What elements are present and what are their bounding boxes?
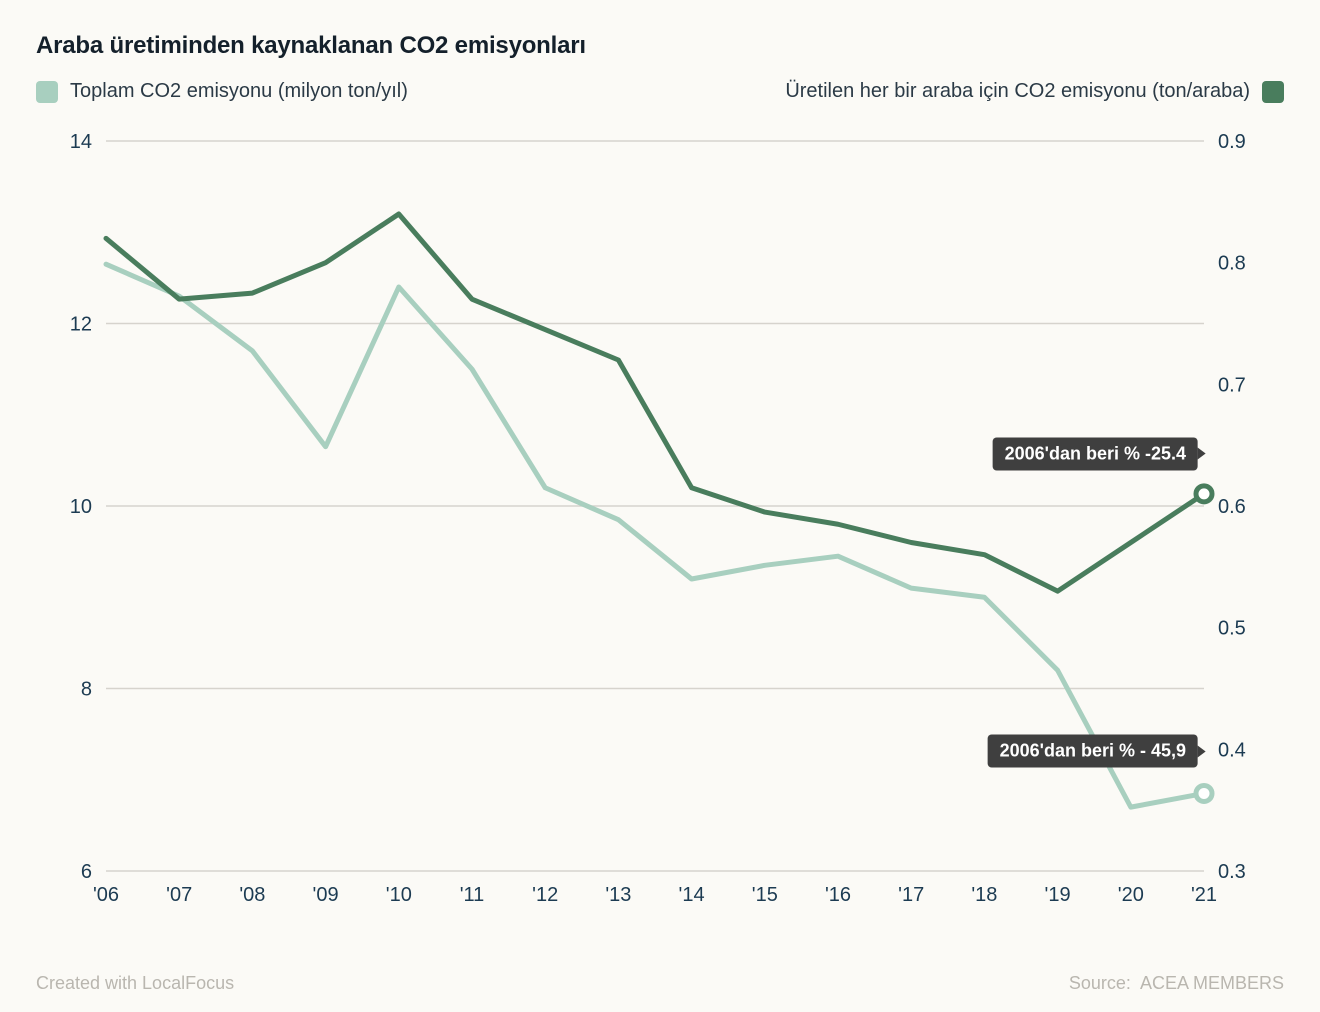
- y-right-tick-label: 0.5: [1218, 618, 1246, 640]
- legend-item-right: Üretilen her bir araba için CO2 emisyonu…: [785, 80, 1284, 103]
- x-tick-label: '06: [93, 884, 119, 906]
- x-tick-label: '12: [532, 884, 558, 906]
- legend-label-left: Toplam CO2 emisyonu (milyon ton/yıl): [70, 80, 408, 103]
- footer-left: Created with LocalFocus: [36, 973, 234, 994]
- legend-swatch-right: [1262, 81, 1284, 103]
- series-per_car: [106, 214, 1204, 591]
- x-tick-label: '20: [1118, 884, 1144, 906]
- x-tick-label: '16: [825, 884, 851, 906]
- y-right-tick-label: 0.4: [1218, 739, 1246, 761]
- footer: Created with LocalFocus Source: ACEA MEM…: [36, 973, 1284, 994]
- x-tick-label: '07: [166, 884, 192, 906]
- annotation-per_car: 2006'dan beri % -25.4: [993, 437, 1198, 470]
- annotation-total: 2006'dan beri % - 45,9: [988, 735, 1198, 768]
- x-tick-label: '15: [752, 884, 778, 906]
- y-left-tick-label: 6: [81, 861, 92, 883]
- y-left-tick-label: 14: [70, 131, 92, 153]
- x-tick-label: '11: [460, 884, 485, 906]
- y-left-tick-label: 10: [70, 496, 92, 518]
- x-tick-label: '14: [679, 884, 705, 906]
- legend-swatch-left: [36, 81, 58, 103]
- plot-svg: 6 8 10 12 14 0.3 0.4 0.5 0.6 0.7 0.8 0.9 '06 '07 '08 '0…: [36, 111, 1284, 931]
- footer-right: Source: ACEA MEMBERS: [1069, 973, 1284, 994]
- y-left-tick-label: 12: [70, 314, 92, 336]
- x-tick-label: '08: [239, 884, 265, 906]
- x-tick-label: '19: [1045, 884, 1071, 906]
- y-right-tick-label: 0.9: [1218, 131, 1246, 153]
- legend-label-right: Üretilen her bir araba için CO2 emisyonu…: [785, 80, 1250, 103]
- x-tick-label: '17: [898, 884, 924, 906]
- y-left-tick-label: 8: [81, 679, 92, 701]
- x-tick-label: '13: [605, 884, 631, 906]
- chart-title: Araba üretiminden kaynaklanan CO2 emisyo…: [36, 32, 1284, 60]
- series-total: [106, 264, 1204, 807]
- y-right-tick-label: 0.3: [1218, 861, 1246, 883]
- y-right-tick-label: 0.8: [1218, 253, 1246, 275]
- x-tick-label: '21: [1191, 884, 1217, 906]
- legend-item-left: Toplam CO2 emisyonu (milyon ton/yıl): [36, 80, 408, 103]
- end-marker-total: [1196, 785, 1212, 801]
- end-marker-per_car: [1196, 486, 1212, 502]
- x-tick-label: '09: [313, 884, 339, 906]
- y-right-tick-label: 0.7: [1218, 374, 1246, 396]
- x-tick-label: '10: [386, 884, 412, 906]
- x-tick-label: '18: [971, 884, 997, 906]
- plot-area: 6 8 10 12 14 0.3 0.4 0.5 0.6 0.7 0.8 0.9 '06 '07 '08 '0…: [36, 111, 1284, 931]
- chart-container: Araba üretiminden kaynaklanan CO2 emisyo…: [0, 0, 1320, 1012]
- y-right-tick-label: 0.6: [1218, 496, 1246, 518]
- legend: Toplam CO2 emisyonu (milyon ton/yıl) Üre…: [36, 80, 1284, 103]
